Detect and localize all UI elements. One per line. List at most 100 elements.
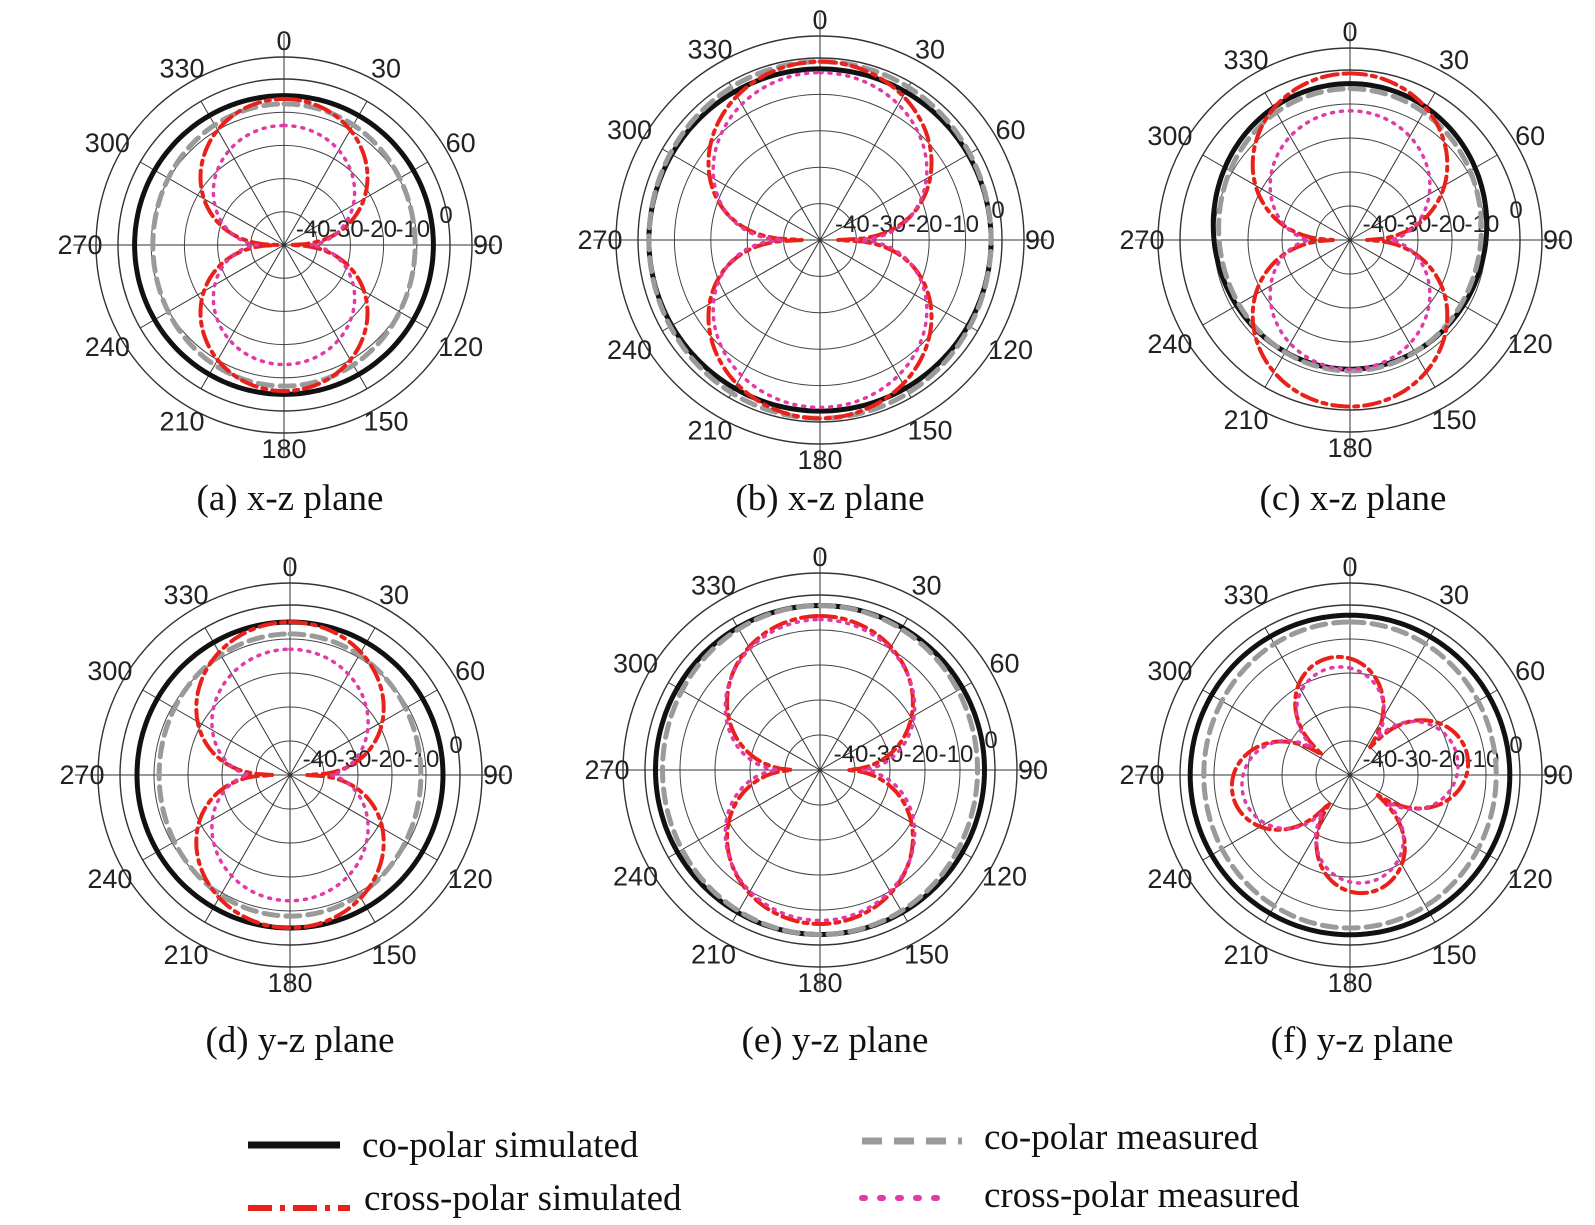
angle-tick-label: 210 [159,407,204,437]
angle-tick-label: 270 [584,755,629,785]
angle-tick-label: 180 [261,434,306,464]
radial-tick-label: -10 [944,211,979,238]
radial-tick-label: -20 [371,746,406,773]
grid-spoke [283,244,429,329]
grid-spoke [819,239,912,398]
radial-tick-label: -20 [1431,746,1466,773]
angle-tick-label: 30 [915,34,945,64]
legend-label-co-polar-measured: co-polar measured [984,1117,1259,1158]
angle-tick-label: 150 [371,940,416,970]
grid-spoke [1264,627,1351,776]
angle-tick-label: 210 [1223,405,1268,435]
angle-tick-label: 300 [613,649,658,679]
grid-spoke [1349,774,1498,861]
series-cross-polar-measured [1268,109,1432,371]
series-cross-polar-simulated [194,620,386,930]
grid-spoke [662,239,821,332]
angle-tick-label: 210 [687,416,732,446]
radial-tick-label: -40 [835,211,870,238]
radial-tick-label: 0 [1509,197,1522,224]
angle-tick-label: 120 [438,332,483,362]
grid-spoke [1202,774,1351,861]
angle-tick-label: 150 [1431,940,1476,970]
series-cross-polar-measured [210,647,370,903]
angle-tick-label: 90 [483,760,513,790]
angle-tick-label: 120 [988,335,1033,365]
angle-tick-label: 240 [613,862,658,892]
angle-tick-label: 210 [163,940,208,970]
angle-tick-label: 150 [1431,405,1476,435]
grid-spoke [668,769,821,858]
radial-tick-label: -20 [1431,211,1466,238]
grid-spoke [139,244,285,329]
grid-spoke [139,161,285,246]
angle-tick-label: 120 [1508,329,1553,359]
grid-spoke [819,618,908,771]
angle-tick-label: 90 [1025,225,1055,255]
angle-tick-label: 150 [363,407,408,437]
angle-tick-label: 120 [1508,864,1553,894]
grid-spoke [1202,239,1351,326]
angle-tick-label: 240 [87,864,132,894]
angle-tick-label: 0 [276,26,291,56]
angle-tick-label: 330 [687,34,732,64]
angle-tick-label: 180 [797,968,842,998]
angle-tick-label: 240 [1147,864,1192,894]
grid-spoke [668,682,821,771]
angle-tick-label: 180 [267,968,312,998]
grid-spoke [142,689,291,776]
radial-tick-label: 0 [439,202,452,229]
radial-tick-label: -30 [1397,746,1432,773]
series-cross-polar-simulated [1229,654,1471,896]
angle-tick-label: 180 [797,445,842,475]
angle-tick-label: 270 [1119,225,1164,255]
grid-spoke [819,239,978,332]
grid-spoke [819,82,912,241]
radial-tick-label: 0 [991,197,1004,224]
polar-chart-1: 0306090120150180210240270300330-40-30-20… [57,26,503,519]
angle-tick-label: 60 [455,656,485,686]
angle-tick-label: 90 [473,230,503,260]
angle-tick-label: 60 [996,115,1026,145]
angle-tick-label: 240 [85,332,130,362]
grid-spoke [1202,689,1351,776]
series-cross-polar-measured [711,70,929,410]
grid-spoke [1349,154,1498,241]
angle-tick-label: 60 [1515,121,1545,151]
angle-tick-label: 30 [371,53,401,83]
angle-tick-label: 270 [59,760,104,790]
grid-spoke [1349,774,1436,923]
grid-spoke [1349,239,1436,388]
grid-spoke [732,769,821,922]
radial-tick-label: 0 [449,732,462,759]
series-co-polar-simulated [1187,612,1513,938]
angle-tick-label: 30 [1439,45,1469,75]
angle-tick-label: 60 [989,649,1019,679]
angle-tick-label: 0 [1342,552,1357,582]
grid-spoke [1264,92,1351,241]
grid-spoke [289,689,438,776]
grid-spoke [1349,689,1498,776]
angle-tick-label: 90 [1543,760,1573,790]
angle-tick-label: 90 [1543,225,1573,255]
angle-tick-label: 150 [907,416,952,446]
angle-tick-label: 0 [1342,17,1357,47]
radial-tick-label: -10 [939,741,974,768]
series-co-polar-measured [660,603,980,937]
radial-tick-label: 0 [1509,732,1522,759]
series-co-polar-measured [156,631,424,919]
angle-tick-label: 180 [1327,968,1372,998]
grid-spoke [1349,627,1436,776]
panel-caption: (e) y-z plane [742,1020,929,1061]
panel-caption: (a) x-z plane [197,478,384,519]
polar-chart-6: 0 30 60 90 120 150 180 210 240 270 300 330 -40 -30 -20… [1119,552,1573,1061]
grid-spoke [819,769,972,858]
legend-label-co-polar-simulated: co-polar simulated [362,1125,639,1166]
series-co-polar-measured [150,101,418,389]
angle-tick-label: 270 [1119,760,1164,790]
angle-tick-label: 0 [812,542,827,572]
series-co-polar-simulated [132,93,436,397]
